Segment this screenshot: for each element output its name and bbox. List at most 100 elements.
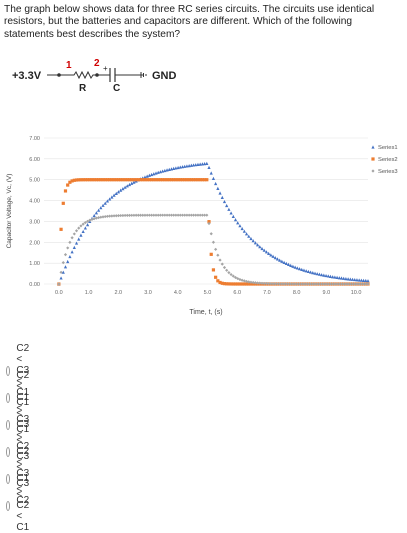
y-tick-label: 3.00	[29, 219, 40, 225]
data-point	[185, 164, 189, 168]
option-c1-c3-c2[interactable]: C1 < C3 < C2	[6, 397, 35, 452]
data-point	[125, 184, 129, 188]
data-point	[70, 236, 74, 240]
radio-button[interactable]	[6, 446, 11, 457]
data-point	[227, 207, 231, 211]
data-point	[205, 213, 209, 217]
data-point	[198, 178, 202, 182]
data-point	[85, 178, 90, 182]
data-point	[196, 213, 200, 217]
data-point	[238, 224, 242, 228]
data-point	[103, 178, 107, 182]
data-point	[154, 178, 158, 182]
x-tick-label: 9.0	[323, 290, 331, 296]
data-point	[119, 178, 123, 182]
data-point	[335, 275, 339, 280]
data-point	[101, 215, 105, 219]
data-point	[271, 282, 275, 286]
data-point	[156, 213, 160, 217]
data-point	[114, 214, 118, 218]
data-point	[63, 252, 68, 257]
option-c2-c3-c1[interactable]: C2 < C3 < C1	[6, 343, 35, 398]
data-point	[134, 178, 138, 182]
data-point	[211, 268, 216, 272]
legend-label: Series3	[378, 169, 398, 175]
data-point	[127, 213, 132, 217]
data-point	[284, 282, 288, 286]
data-point	[200, 213, 204, 217]
data-point	[112, 193, 116, 197]
data-point	[116, 178, 121, 182]
data-point	[202, 162, 207, 166]
data-point	[172, 178, 176, 182]
data-point	[331, 275, 335, 279]
data-point	[304, 269, 308, 273]
data-point	[174, 178, 178, 182]
radio-button[interactable]	[6, 365, 11, 376]
data-point	[145, 213, 149, 217]
data-point	[289, 263, 293, 267]
data-point	[350, 277, 355, 281]
data-point	[313, 271, 317, 275]
data-point	[187, 178, 191, 182]
data-point	[116, 214, 121, 218]
data-point	[350, 282, 355, 286]
option-c3-c1-c2[interactable]: C3 < C1 < C2	[6, 451, 35, 506]
data-point	[282, 282, 286, 286]
data-point	[70, 250, 74, 254]
data-point	[209, 252, 213, 256]
data-point	[227, 282, 231, 286]
data-point	[72, 178, 76, 182]
data-point	[63, 265, 68, 269]
data-point	[97, 208, 101, 212]
data-point	[147, 213, 151, 217]
data-point	[85, 219, 90, 223]
data-point	[74, 229, 79, 233]
option-c3-c2-c1[interactable]: C3 < C2 < C1	[6, 478, 35, 533]
data-point	[229, 211, 233, 215]
data-point	[94, 178, 99, 182]
radio-button[interactable]	[6, 392, 11, 403]
data-point	[99, 215, 103, 219]
data-point	[70, 179, 74, 183]
data-point	[147, 178, 151, 182]
data-point	[335, 282, 339, 286]
data-point	[244, 232, 249, 236]
data-point	[92, 213, 96, 218]
data-point	[85, 222, 90, 227]
radio-button[interactable]	[6, 500, 11, 511]
data-point	[134, 213, 138, 217]
data-point	[194, 163, 198, 167]
data-point	[112, 214, 116, 218]
option-c2-c1-c3[interactable]: C2 < C1 < C3	[6, 370, 35, 425]
data-point	[68, 240, 72, 244]
data-point	[94, 211, 99, 215]
data-point	[269, 253, 273, 257]
data-point	[132, 178, 136, 182]
x-tick-label: 10.0	[351, 290, 362, 296]
data-point	[258, 281, 262, 285]
data-point	[68, 180, 72, 184]
data-point	[280, 282, 284, 286]
data-point	[315, 272, 319, 276]
data-point	[333, 275, 337, 279]
data-point	[145, 174, 149, 178]
data-point	[183, 178, 187, 182]
data-point	[280, 259, 284, 263]
data-point	[214, 181, 218, 186]
x-axis-label: Time, t, (s)	[189, 309, 222, 316]
data-point	[99, 206, 103, 210]
radio-button[interactable]	[6, 419, 11, 430]
data-point	[121, 187, 125, 191]
option-c1-c2-c3[interactable]: C1 < C2 < C3	[6, 424, 35, 479]
data-point	[97, 216, 101, 220]
chart-series	[57, 161, 370, 286]
legend-marker	[371, 145, 375, 149]
x-tick-label: 3.0	[144, 290, 152, 296]
data-point	[205, 178, 209, 182]
chart-gridlines	[44, 137, 368, 285]
radio-button[interactable]	[6, 473, 11, 484]
data-point	[77, 237, 81, 241]
data-point	[264, 281, 269, 286]
data-point	[143, 178, 147, 182]
